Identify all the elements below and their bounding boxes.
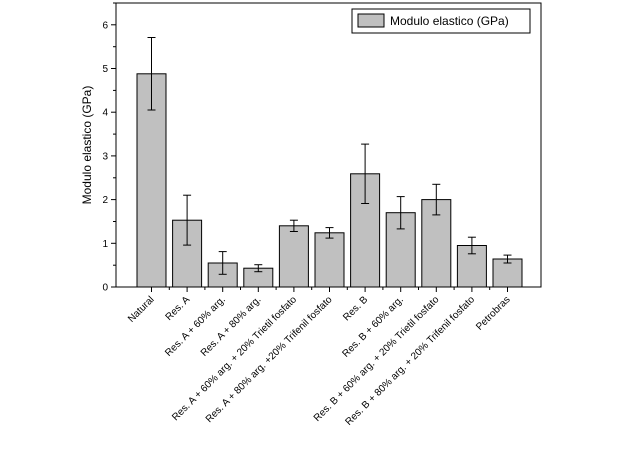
bar xyxy=(314,232,345,288)
x-tick-label: Res. A + 80% arg. +20% Trifenil fosfato xyxy=(204,294,335,425)
bar xyxy=(278,225,309,288)
y-tick-label: 5 xyxy=(102,64,108,75)
y-tick-label: 2 xyxy=(102,195,108,206)
bars-layer xyxy=(136,73,523,288)
y-axis-title: Modulo elastico (GPa) xyxy=(80,86,94,205)
x-tick-label: Res. B + 60% arg. + 20% Trietil fosfato xyxy=(312,294,442,424)
y-tick-label: 0 xyxy=(102,283,108,294)
y-tick-label: 3 xyxy=(102,151,108,162)
legend-label: Modulo elastico (GPa) xyxy=(390,14,509,28)
bar xyxy=(492,258,523,288)
x-tick-label: Res. B xyxy=(341,294,370,323)
x-tick-label: Natural xyxy=(126,294,157,325)
x-tick-label: Res. A + 60% arg. + 20% Trietil fosfato xyxy=(170,294,299,423)
legend-swatch xyxy=(357,13,385,28)
x-tick-label: Res. A + 80% arg. xyxy=(199,294,264,359)
x-tick-label: Petrobras xyxy=(474,294,512,332)
x-tick-label: Res. B + 60% arg. xyxy=(340,294,405,359)
legend: Modulo elastico (GPa) xyxy=(351,8,531,34)
plot-frame xyxy=(115,2,542,288)
x-tick-label: Res. A + 60% arg. xyxy=(163,294,228,359)
y-tick-label: 1 xyxy=(102,239,108,250)
y-tick-label: 4 xyxy=(102,108,108,119)
x-tick-label: Res. B + 80% arg. + 20% Trifenil fosfato xyxy=(343,294,477,428)
x-tick-label: Res. A xyxy=(164,294,193,323)
y-tick-label: 6 xyxy=(102,20,108,31)
errorbars-layer xyxy=(147,37,512,275)
y-axis: 0 1 2 3 4 5 6 xyxy=(102,2,116,294)
